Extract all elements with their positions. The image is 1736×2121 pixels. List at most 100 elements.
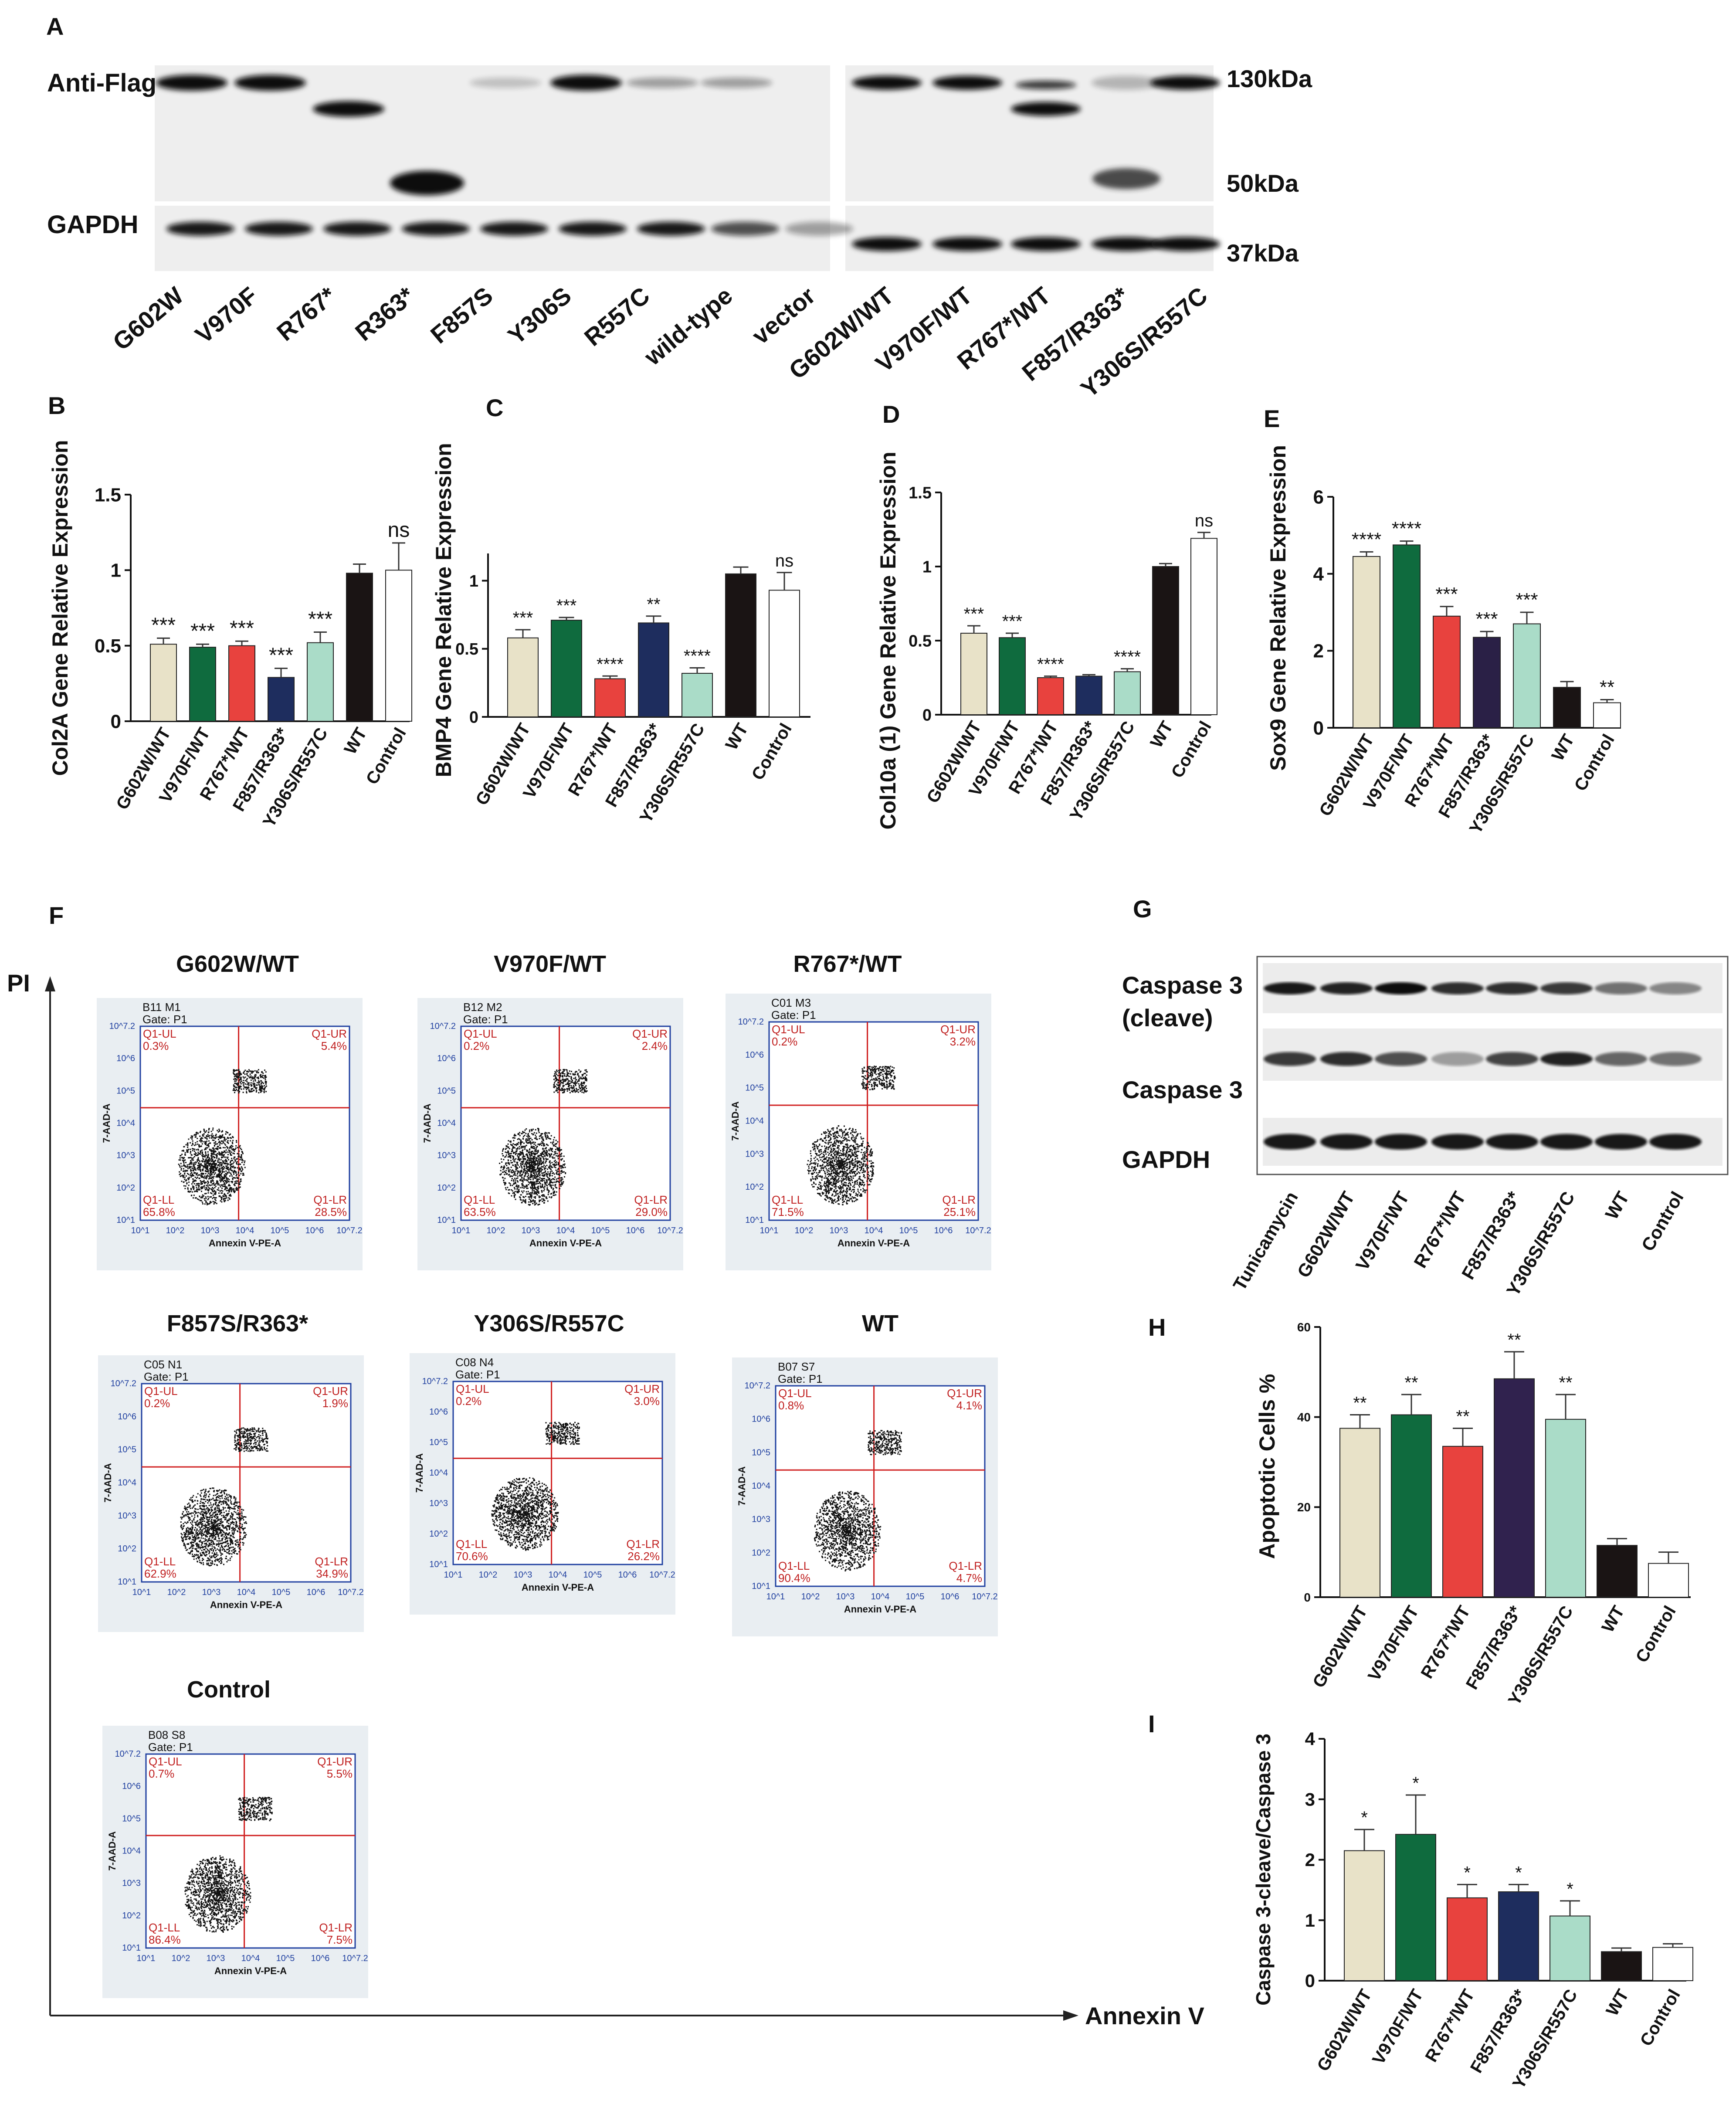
category-label: R767*/WT [1417,1603,1474,1682]
quadrant-name-ur: Q1-UR [632,1027,668,1040]
flow-y-tick: 10^5 [122,1814,141,1823]
flow-y-tick: 10^1 [752,1581,770,1591]
blot-band [166,222,234,236]
flow-y-tick: 10^2 [437,1183,456,1193]
quadrant-value-ul: 0.2% [456,1395,481,1408]
lane-label-a: V970F [190,282,263,349]
flow-x-tick: 10^4 [556,1226,575,1235]
lane-labels-g: TunicamycinG602W/WTV970F/WTR767*/WTF857/… [1229,1188,1688,1300]
flow-plot-title: WT [862,1310,899,1337]
bar [1473,637,1501,728]
gapdh-label-g: GAPDH [1122,1146,1210,1173]
y-tick-label: 4 [1305,1729,1316,1749]
bar [1498,1891,1539,1982]
bar [1391,1414,1432,1598]
bar [1601,1951,1642,1981]
panel-letter: I [1148,1710,1155,1738]
significance-label: *** [151,614,176,637]
significance-label: * [1515,1863,1522,1882]
flow-dot-cloud [814,1430,902,1571]
bar [1648,1563,1689,1598]
bar [1593,702,1621,729]
bar [189,647,216,722]
quadrant-value-ul: 0.2% [144,1397,170,1410]
bar [1152,566,1179,715]
flow-x-tick: 10^1 [132,1588,151,1597]
quadrant-value-lr: 28.5% [315,1205,347,1218]
blot-band [470,78,541,88]
significance-label: **** [1037,655,1064,674]
flow-x-tick: 10^3 [514,1570,532,1580]
flow-y-tick: 10^3 [118,1511,136,1520]
flow-y-tick: 10^5 [745,1083,764,1093]
flow-y-tick: 10^6 [745,1050,764,1060]
flow-x-tick: 10^4 [236,1226,254,1235]
blot-band [1320,1134,1373,1150]
significance-label: ** [1353,1394,1366,1413]
significance-label: **** [1114,648,1141,667]
quadrant-name-lr: Q1-LR [319,1921,353,1934]
bar [769,590,800,717]
flow-plot-title: V970F/WT [494,951,606,977]
flow-plot-area [139,1025,350,1221]
y-tick-label: 0.5 [95,635,121,657]
panel-letter: H [1148,1313,1166,1341]
bar [1513,623,1541,728]
blot-band [245,222,313,236]
flow-x-tick: 10^7.2 [649,1570,675,1580]
chart-i: I 0 1 2 3 4 Caspase 3-cleave/Caspase 3 * G602W/W… [1148,1710,1693,2092]
flow-x-tick: 10^3 [830,1226,848,1235]
blot-band [1011,102,1081,116]
flow-x-tick: 10^7.2 [338,1588,363,1597]
flow-x-tick: 10^6 [626,1226,645,1235]
flow-dot-cloud [491,1422,580,1551]
flow-x-tick: 10^2 [479,1570,498,1580]
bar [999,637,1026,715]
flow-sample-id: B07 S7 [778,1360,815,1373]
blot-band [1375,1052,1427,1066]
flow-plot-area [775,1385,986,1587]
bar [1075,675,1102,715]
bar [268,677,295,722]
lane-label-a: R557C [579,282,655,351]
flow-dots [807,1066,896,1205]
blot-band [1375,982,1427,994]
flow-y-tick: 10^2 [429,1529,448,1539]
blot-band [1264,1134,1316,1150]
bar [1395,1834,1436,1982]
quadrant-name-ll: Q1-LL [778,1559,810,1572]
quadrant-value-ur: 3.2% [950,1035,976,1048]
quadrant-value-ll: 90.4% [778,1571,810,1585]
blot-band [1649,982,1702,994]
flow-y-tick: 10^5 [752,1448,770,1457]
y-axis-label: Sox9 Gene Relative Expression [1266,445,1290,771]
flow-y-tick: 10^1 [122,1943,141,1953]
significance-label: *** [230,617,254,640]
blot-band [1486,1134,1538,1150]
blot-band [932,237,1002,251]
quadrant-value-lr: 4.7% [956,1571,982,1585]
flow-dot-cloud [499,1069,588,1206]
bar [1190,538,1217,716]
quadrant-name-ur: Q1-UR [313,1385,348,1398]
y-tick-label: 2 [1313,641,1324,662]
flow-x-label: Annexin V-PE-A [529,1238,602,1249]
y-tick-label: 2 [1305,1850,1315,1870]
y-axis-label: BMP4 Gene Relative Expression [431,443,456,777]
flow-x-tick: 10^6 [305,1226,324,1235]
flow-dots [814,1430,902,1571]
y-tick-label: 60 [1297,1320,1311,1334]
lane-label-a: Y306S [502,282,576,350]
flow-y-label: 7-AAD-A [101,1103,112,1143]
y-tick-label: 0 [922,706,932,724]
blot-g-frame [1256,956,1729,1175]
significance-label: * [1361,1808,1368,1827]
bar [1393,544,1421,728]
quadrant-value-ul: 0.2% [772,1035,797,1048]
flow-x-tick: 10^5 [272,1588,291,1597]
significance-label: ** [1559,1373,1572,1392]
flow-y-label: 7-AAD-A [414,1453,425,1493]
